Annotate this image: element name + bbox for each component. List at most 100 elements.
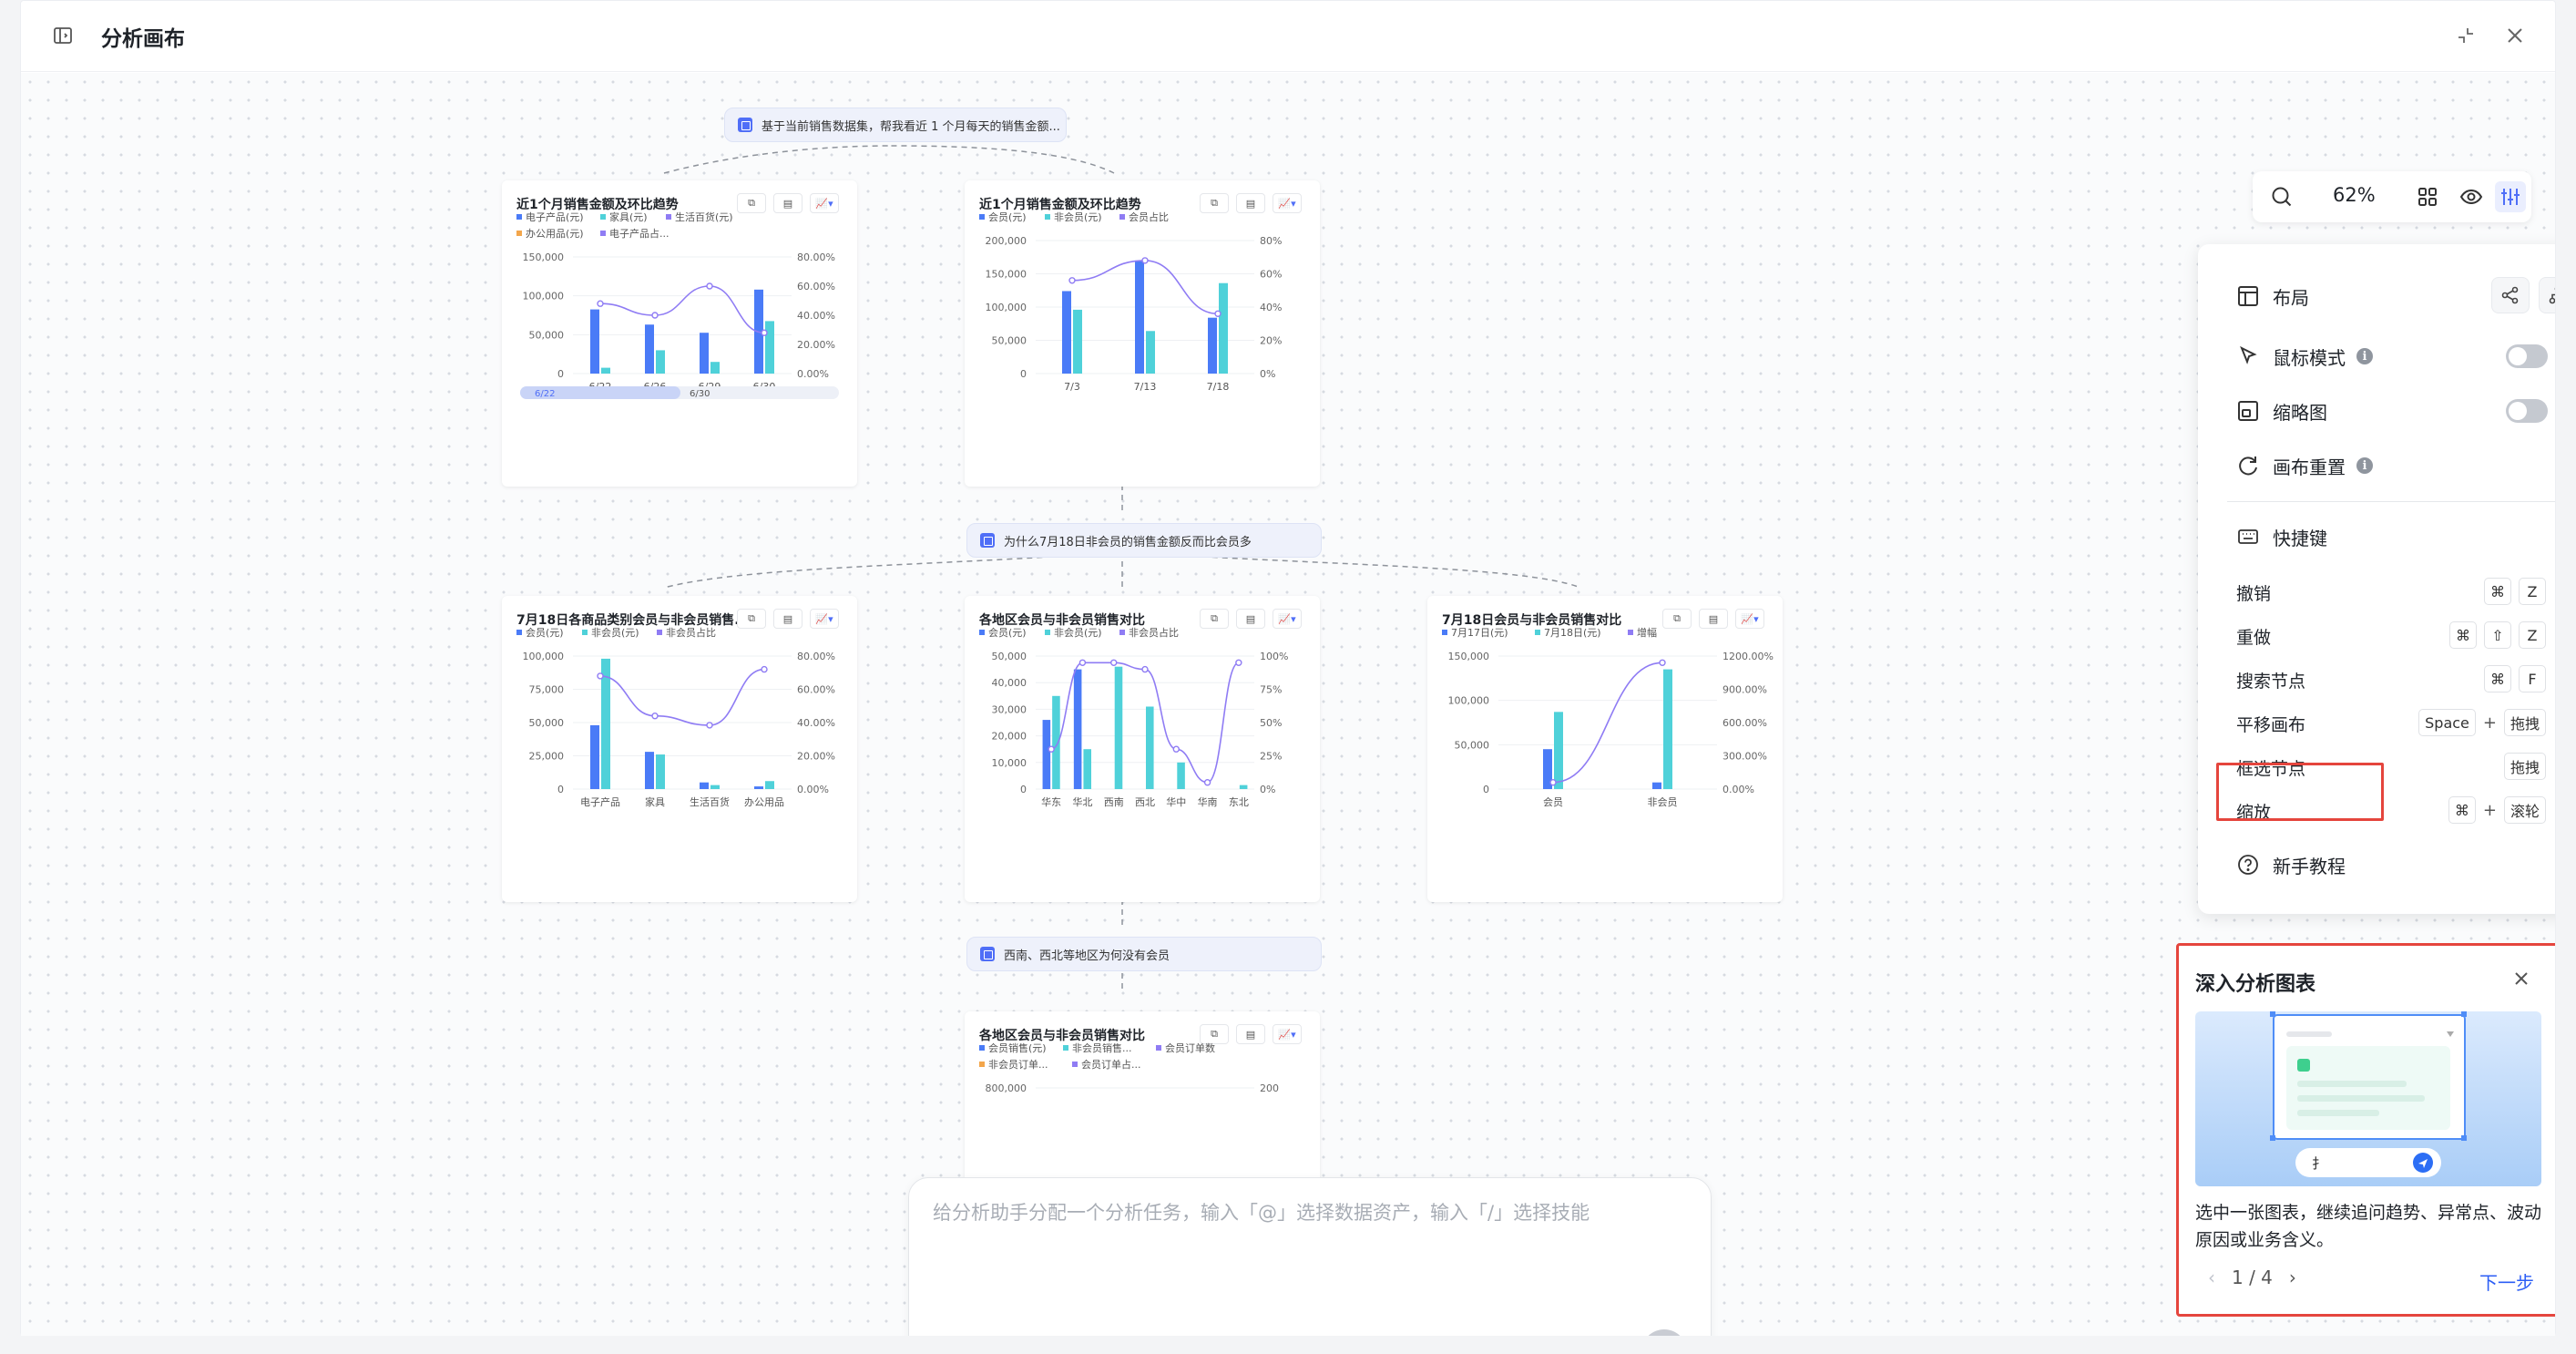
chart-title: 近1个月销售金额及环比趋势 xyxy=(516,198,679,212)
grid-layout-icon[interactable] xyxy=(2415,184,2440,210)
eye-icon[interactable] xyxy=(2458,184,2484,210)
question-node[interactable]: 基于当前销售数据集，帮我看近 1 个月每天的销售金额... xyxy=(724,108,1067,142)
model-selector-icon[interactable] xyxy=(1148,1335,1193,1336)
copy-icon[interactable]: ⧉ xyxy=(1200,193,1229,213)
tour-illustration: 扌 xyxy=(2195,1011,2541,1186)
sidebar-toggle-icon[interactable] xyxy=(52,25,74,46)
legend-label: 电子产品占... xyxy=(609,227,670,240)
chevron-left-icon[interactable]: ‹ xyxy=(2208,1267,2215,1288)
menu-item-tutorial[interactable]: 新手教程 xyxy=(2236,851,2346,878)
table-view-icon[interactable]: ▤ xyxy=(1236,1024,1265,1044)
prompt-input-box[interactable]: 给分析助手分配一个分析任务，输入「@」选择数据资产，输入「/」选择技能 xyxy=(908,1177,1712,1336)
question-node[interactable]: 西南、西北等地区为何没有会员 xyxy=(966,937,1322,971)
y2-tick-label: 0.00% xyxy=(797,784,829,795)
chevron-right-icon[interactable]: › xyxy=(2288,1267,2296,1288)
chart-card[interactable]: 近1个月销售金额及环比趋势 ⧉ ▤ 📈▾ 会员(元) 非会员(元) 会员占比 200,… xyxy=(965,180,1320,487)
info-icon[interactable]: i xyxy=(2356,348,2373,364)
cursor-icon xyxy=(2240,345,2257,364)
y2-tick-label: 900.00% xyxy=(1722,684,1767,696)
table-view-icon[interactable]: ▤ xyxy=(773,609,802,629)
zoom-level[interactable]: 62% xyxy=(2333,184,2376,206)
menu-item-mouse-mode[interactable]: 鼠标模式 i xyxy=(2236,343,2373,370)
mouse-mode-toggle[interactable] xyxy=(2506,344,2548,368)
question-node[interactable]: 为什么7月18日非会员的销售金额反而比会员多 xyxy=(966,523,1322,558)
y-tick-label: 200,000 xyxy=(986,235,1027,247)
bar xyxy=(710,785,720,789)
chart-type-dropdown[interactable]: 📈▾ xyxy=(1273,1024,1302,1044)
table-view-icon[interactable]: ▤ xyxy=(1699,609,1728,629)
table-view-icon[interactable]: ▤ xyxy=(773,193,802,213)
chart-type-dropdown[interactable]: 📈▾ xyxy=(810,609,839,629)
layout-tree-button[interactable] xyxy=(2539,277,2555,313)
copy-icon[interactable]: ⧉ xyxy=(737,193,766,213)
prompt-placeholder[interactable]: 给分析助手分配一个分析任务，输入「@」选择数据资产，输入「/」选择技能 xyxy=(933,1202,1590,1224)
y2-tick-label: 50% xyxy=(1260,717,1282,729)
line-point xyxy=(706,722,713,729)
key: 拖拽 xyxy=(2503,753,2546,780)
x-tick-label: 西南 xyxy=(1104,796,1124,808)
tour-pagination: ‹ 1 / 4 › xyxy=(2208,1267,2296,1288)
menu-item-minimap[interactable]: 缩略图 xyxy=(2236,397,2327,425)
next-step-button[interactable]: 下一步 xyxy=(2479,1272,2534,1294)
analysis-canvas[interactable]: 基于当前销售数据集，帮我看近 1 个月每天的销售金额... 为什么7月18日非会… xyxy=(21,73,2555,1336)
globe-icon[interactable] xyxy=(982,1335,1013,1336)
table-view-icon[interactable]: ▤ xyxy=(1236,193,1265,213)
add-icon[interactable] xyxy=(929,1335,960,1336)
y-tick-label: 40,000 xyxy=(992,677,1027,689)
close-icon[interactable] xyxy=(2502,23,2528,48)
settings-sliders-icon[interactable] xyxy=(2495,181,2526,212)
x-tick-label: 7/18 xyxy=(1207,381,1230,393)
chart-type-dropdown[interactable]: 📈▾ xyxy=(1273,193,1302,213)
legend-label: 会员(元) xyxy=(988,211,1027,223)
shortcut-label: 重做 xyxy=(2236,627,2272,648)
legend-label: 非会员占比 xyxy=(1129,626,1179,639)
line-point xyxy=(1203,778,1211,786)
legend-marker xyxy=(600,231,606,236)
app-window: 分析画布 基于当前销售数据集，帮我看近 1 个月每天的销售金额... 为什么7月… xyxy=(20,0,2556,1336)
layout-graph-button[interactable] xyxy=(2491,277,2530,313)
chart-card[interactable]: 各地区会员与非会员销售对比 ⧉ ▤ 📈▾ 会员销售(元) 非会员销售... 会员订单… xyxy=(965,1011,1320,1194)
microphone-icon[interactable] xyxy=(1532,1335,1563,1336)
table-view-icon[interactable]: ▤ xyxy=(1236,609,1265,629)
shortcut-keys: ⌘ + 滚轮 xyxy=(2448,796,2546,824)
chart-plot: 会员(元) 非会员(元) 非会员占比 50,000 40,000 30,000 20,000… xyxy=(979,626,1288,808)
chart-type-dropdown[interactable]: 📈▾ xyxy=(1735,609,1764,629)
y2-tick-label: 100% xyxy=(1260,651,1288,662)
copy-icon[interactable]: ⧉ xyxy=(1662,609,1692,629)
chart-card[interactable]: 各地区会员与非会员销售对比 ⧉ ▤ 📈▾ 会员(元) 非会员(元) 非会员占比 50,… xyxy=(965,596,1320,902)
bar xyxy=(1042,720,1051,789)
legend-marker xyxy=(979,214,985,220)
voice-wave-icon[interactable] xyxy=(1583,1335,1614,1336)
info-icon[interactable]: i xyxy=(2356,457,2373,474)
legend-label: 会员订单数 xyxy=(1165,1042,1215,1054)
menu-item-reset[interactable]: 画布重置 i xyxy=(2236,452,2373,479)
chart-card[interactable]: 7月18日各商品类别会员与非会员销售... ⧉ ▤ 📈▾ 会员(元) 非会员(元)… xyxy=(502,596,857,902)
workflow-icon[interactable] xyxy=(1084,1335,1115,1336)
menu-item-layout[interactable]: 布局 xyxy=(2236,282,2309,310)
canvas-toolbar: 62% xyxy=(2253,171,2531,222)
y2-tick-label: 20.00% xyxy=(797,751,835,763)
shortcut-row: 平移画布 Space + 拖拽 xyxy=(2236,709,2546,738)
legend-label: 非会员占比 xyxy=(666,626,716,639)
lightning-icon[interactable] xyxy=(1033,1335,1064,1336)
chart-card[interactable]: 7月18日会员与非会员销售对比 ⧉ ▤ 📈▾ 7月17日(元) 7月18日(元) 增… xyxy=(1427,596,1783,902)
legend-marker xyxy=(1535,630,1540,635)
bar xyxy=(1146,706,1154,789)
chart-plot: 会员(元) 非会员(元) 非会员占比 100,000 75,000 50,000 25,00… xyxy=(516,626,835,808)
y2-tick-label: 200 xyxy=(1260,1082,1279,1094)
chart-type-dropdown[interactable]: 📈▾ xyxy=(1273,609,1302,629)
chart-card[interactable]: 近1个月销售金额及环比趋势 ⧉ ▤ 📈▾ 电子产品(元) 家具(元) 生活百货(元)… xyxy=(502,180,857,487)
shortcut-row: 搜索节点 ⌘ F xyxy=(2236,665,2546,694)
send-button[interactable] xyxy=(1641,1329,1687,1336)
copy-icon[interactable]: ⧉ xyxy=(737,609,766,629)
collapse-icon[interactable] xyxy=(2453,23,2479,48)
close-icon[interactable] xyxy=(2509,966,2534,991)
line-point xyxy=(597,300,604,307)
search-icon[interactable] xyxy=(2269,184,2295,210)
line-point xyxy=(1214,310,1222,318)
menu-item-label: 鼠标模式 xyxy=(2273,346,2346,369)
chart-type-dropdown[interactable]: 📈▾ xyxy=(810,193,839,213)
copy-icon[interactable]: ⧉ xyxy=(1200,1024,1229,1044)
minimap-toggle[interactable] xyxy=(2506,399,2548,423)
copy-icon[interactable]: ⧉ xyxy=(1200,609,1229,629)
